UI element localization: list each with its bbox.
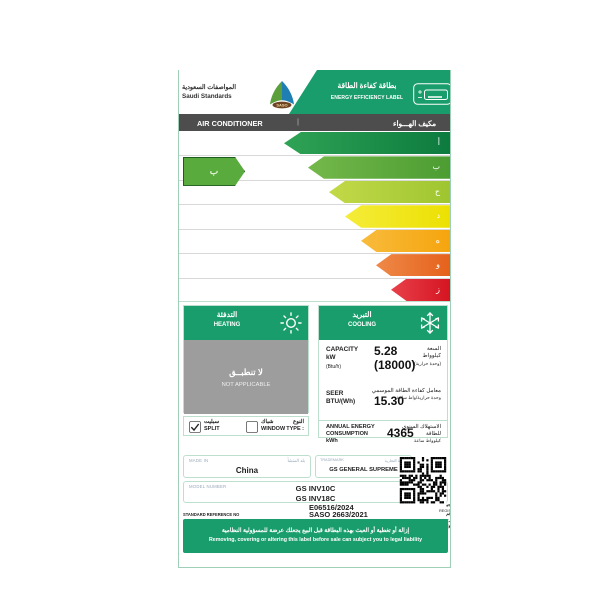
svg-text:SASO: SASO: [276, 103, 287, 108]
